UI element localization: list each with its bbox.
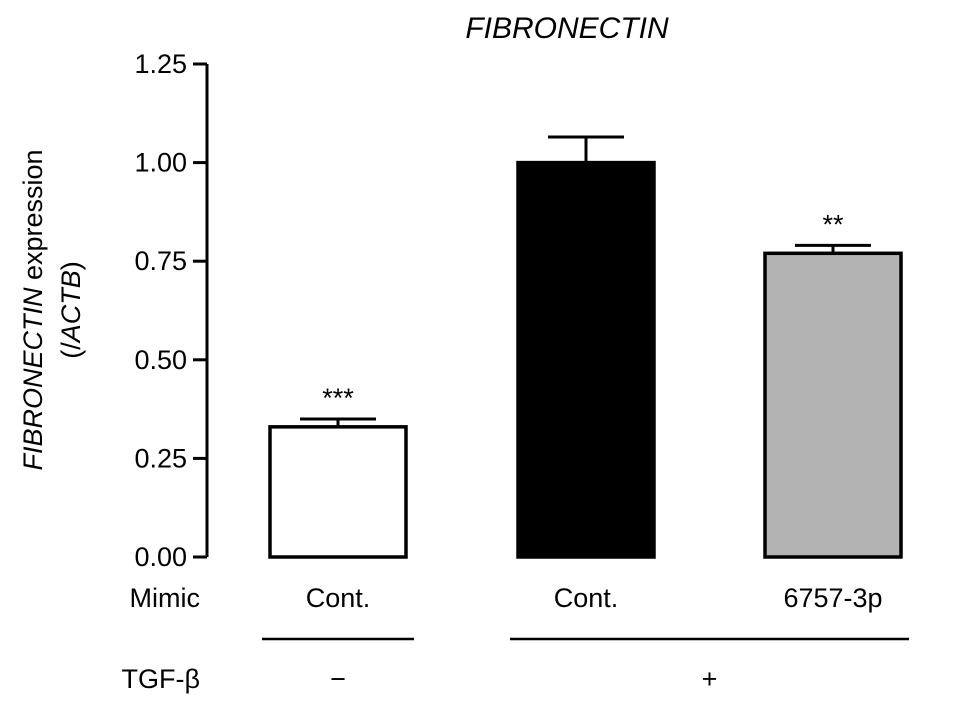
y-tick-label: 0.75 [134, 246, 187, 276]
tgf-group-label: − [330, 664, 346, 694]
category-label: 6757-3p [783, 583, 882, 613]
chart-title: FIBRONECTIN [465, 12, 669, 45]
category-label: Cont. [554, 583, 619, 613]
y-label-part: FIBRONECTIN [18, 287, 48, 471]
bar [268, 425, 408, 559]
tgf-group-label: + [702, 664, 718, 694]
significance-marker: *** [322, 383, 354, 413]
significance-marker: ** [822, 209, 844, 239]
y-tick-label: 0.00 [134, 542, 187, 572]
y-tick-label: 0.50 [134, 345, 187, 375]
y-label-part: ) [56, 261, 86, 270]
y-tick-label: 0.25 [134, 443, 187, 473]
tgf-row-label: TGF-β [121, 664, 200, 694]
y-label-line1: FIBRONECTIN expression [18, 149, 48, 470]
y-label-part: (/ [56, 342, 86, 359]
bars: ***** [268, 135, 903, 559]
mimic-row-label: Mimic [130, 583, 200, 613]
y-axis: 0.00 0.25 0.50 0.75 1.00 1.25 [134, 49, 209, 572]
y-label-line2: (/ACTB) [56, 261, 86, 359]
category-label: Cont. [306, 583, 371, 613]
y-axis-label: FIBRONECTIN expression (/ACTB) [18, 149, 86, 470]
y-tick-label: 1.25 [134, 49, 187, 79]
y-tick-label: 1.00 [134, 148, 187, 178]
y-label-part: ACTB [56, 270, 86, 344]
bar [516, 160, 656, 559]
y-label-part: expression [18, 149, 48, 287]
category-labels: Mimic Cont. Cont. 6757-3p TGF-β − + [121, 583, 909, 694]
bar [763, 251, 903, 559]
